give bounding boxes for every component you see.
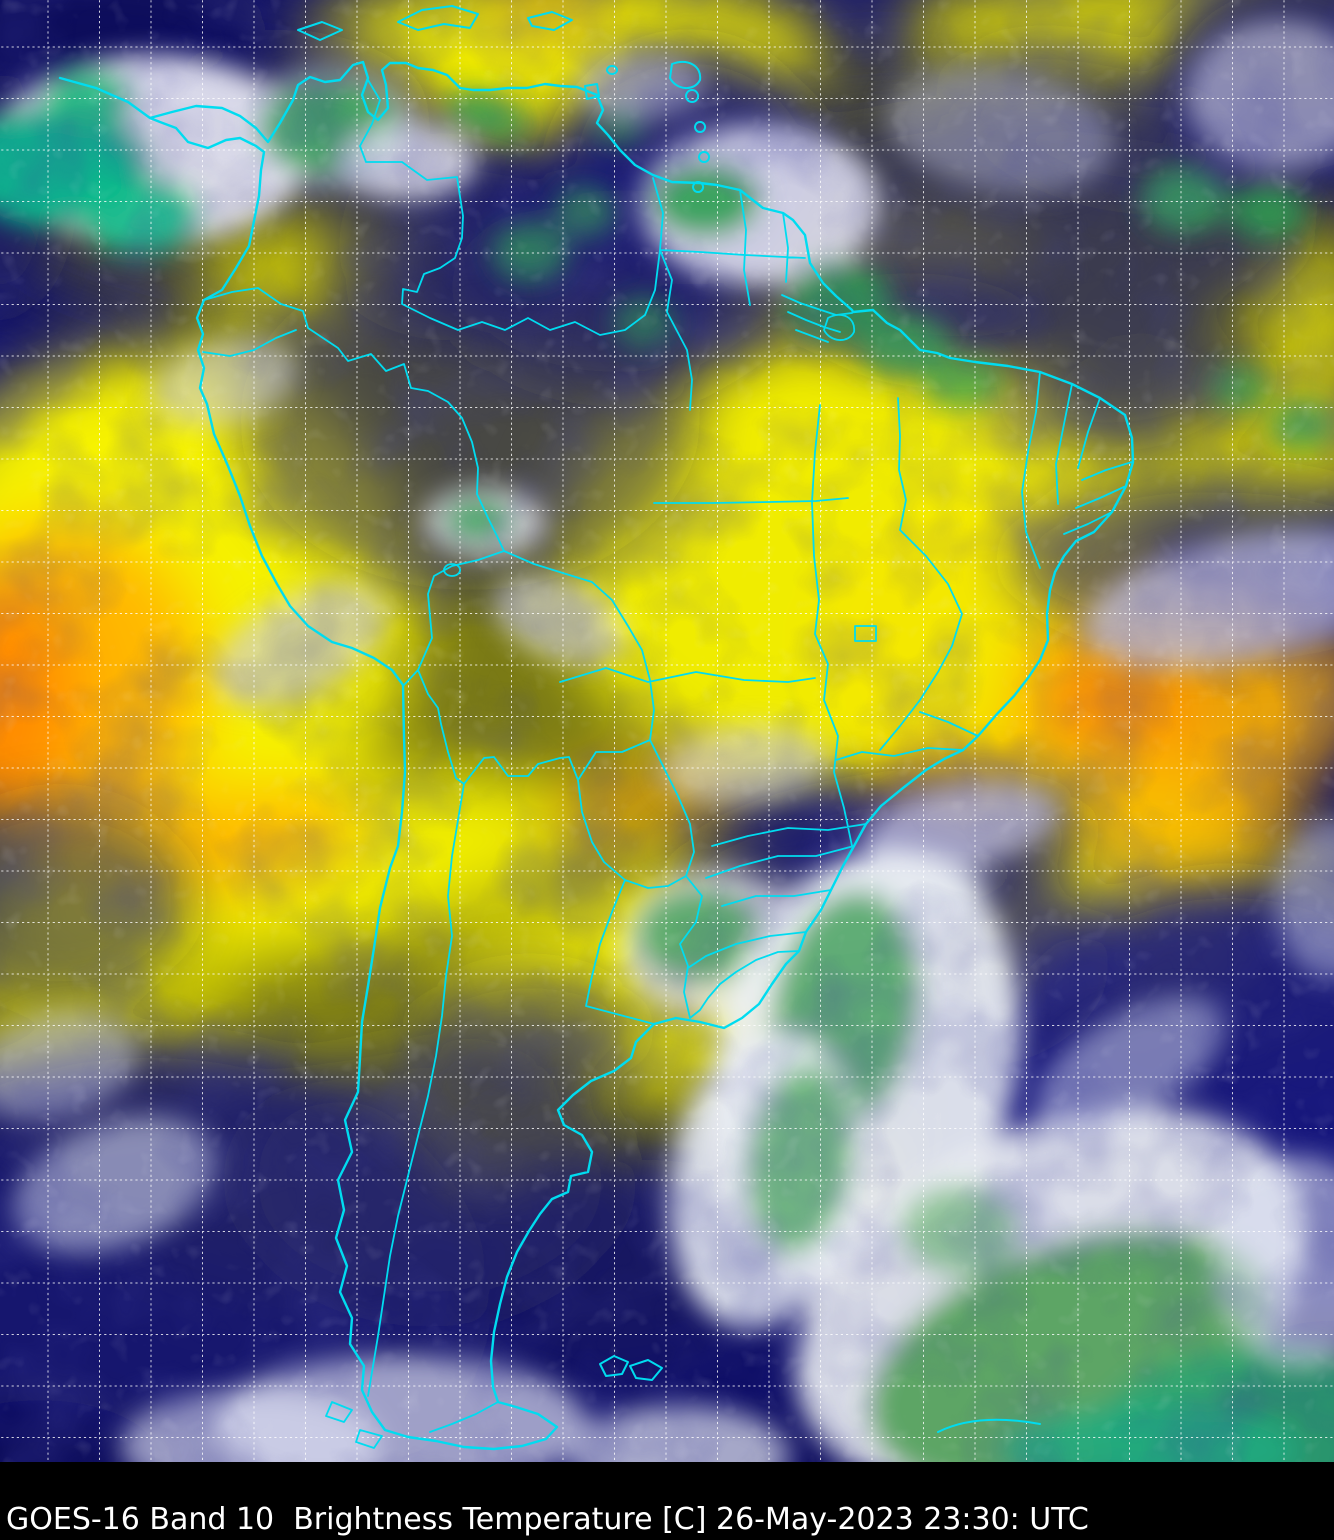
- latlon-grid: [0, 0, 1334, 1462]
- satellite-image: [0, 0, 1334, 1462]
- islands-path: [297, 5, 1041, 1433]
- borders-overlay: [58, 5, 1135, 1451]
- country-borders-path: [202, 79, 1133, 1449]
- satellite-map: [0, 0, 1334, 1462]
- caption-bar: GOES-16 Band 10 Brightness Temperature […: [0, 1462, 1334, 1540]
- coastline-path: [58, 60, 1135, 1451]
- caption-text: GOES-16 Band 10 Brightness Temperature […: [6, 1501, 1089, 1537]
